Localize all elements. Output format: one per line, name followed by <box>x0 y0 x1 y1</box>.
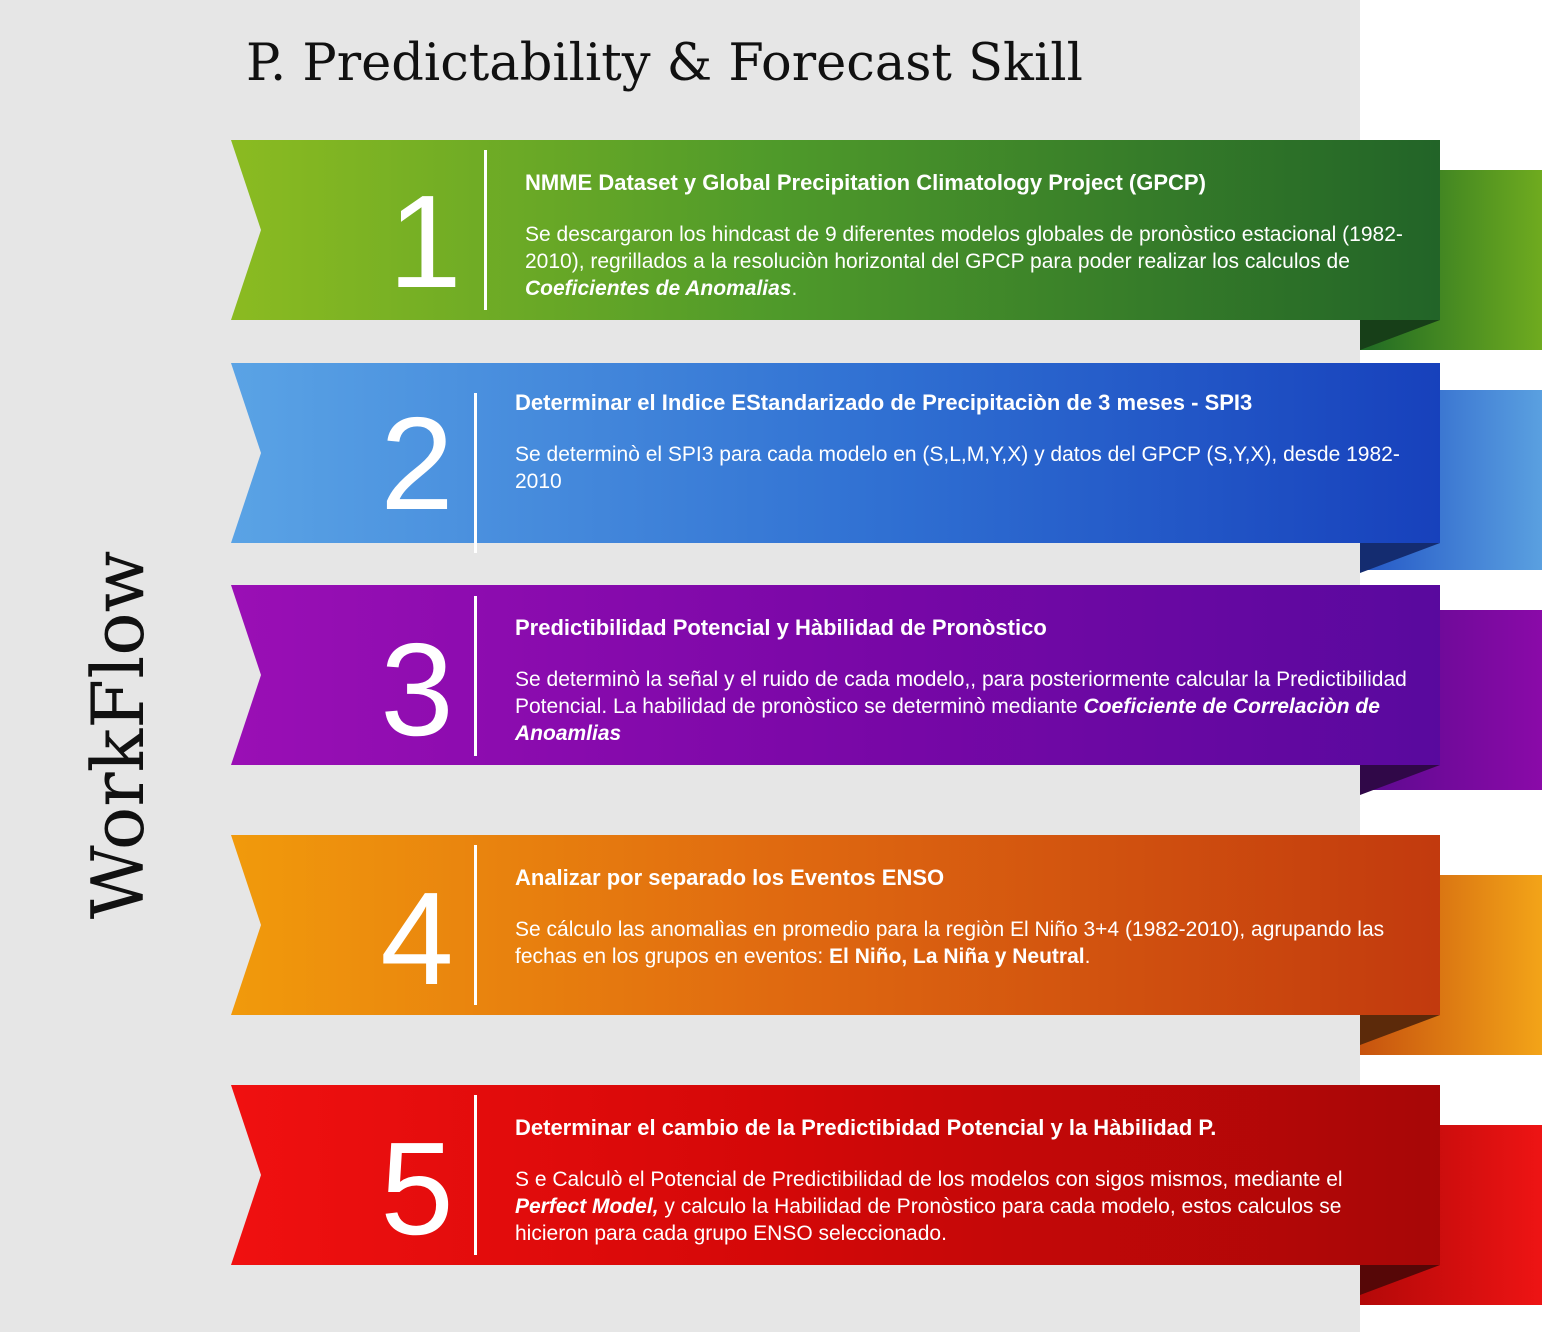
step-description-text-end: . <box>791 277 798 300</box>
step-divider <box>474 845 477 1005</box>
step-description: S e Calculò el Potencial de Predictibili… <box>515 1166 1415 1247</box>
step-number: 3 <box>380 616 454 763</box>
step-description-text-end: . <box>1084 945 1091 968</box>
step-number: 5 <box>380 1115 454 1262</box>
ribbon-band <box>231 835 1440 1015</box>
ribbon-band <box>231 140 1440 320</box>
step-divider <box>474 596 477 756</box>
workflow-side-label: WorkFlow <box>76 550 160 920</box>
step-description-bold: El Niño, La Niña y Neutral <box>829 945 1085 968</box>
step-description: Se cálculo las anomalìas en promedio par… <box>515 916 1415 970</box>
step-description-text: Se cálculo las anomalìas en promedio par… <box>515 918 1385 968</box>
step-number: 4 <box>380 865 454 1012</box>
step-description-emphasis: Coeficiente de Correlaciòn de Anoamlias <box>515 695 1380 745</box>
step-number: 1 <box>388 168 462 315</box>
step-title: Predictibilidad Potencial y Hàbilidad de… <box>515 615 1047 640</box>
step-divider <box>484 150 487 310</box>
step-description-text: S e Calculò el Potencial de Predictibili… <box>515 1168 1343 1191</box>
step-title: Determinar el cambio de la Predictibidad… <box>515 1115 1217 1140</box>
step-title: Determinar el Indice EStandarizado de Pr… <box>515 390 1253 415</box>
step-description-text: Se determinò la señal y el ruido de cada… <box>515 668 1407 718</box>
ribbon-band <box>231 1085 1440 1265</box>
step-divider <box>474 393 477 553</box>
step-description-emphasis: Coeficientes de Anomalias <box>525 277 792 300</box>
step-description: Se descargaron los hindcast de 9 diferen… <box>525 221 1425 302</box>
step-divider <box>474 1095 477 1255</box>
step-description: Se determinò el SPI3 para cada modelo en… <box>515 441 1415 495</box>
page-title: P. Predictability & Forecast Skill <box>246 34 1083 93</box>
step-description-text: Se determinò el SPI3 para cada modelo en… <box>515 443 1400 493</box>
step-description-emphasis: Perfect Model, <box>515 1195 659 1218</box>
step-description-text: Se descargaron los hindcast de 9 diferen… <box>525 223 1403 273</box>
step-title: Analizar por separado los Eventos ENSO <box>515 865 945 890</box>
ribbon-band <box>231 585 1440 765</box>
step-title: NMME Dataset y Global Precipitation Clim… <box>525 170 1206 195</box>
step-description: Se determinò la señal y el ruido de cada… <box>515 666 1415 747</box>
ribbon-band <box>231 363 1440 543</box>
step-description-text-end: y calculo la Habilidad de Pronòstico par… <box>515 1195 1342 1245</box>
step-number: 2 <box>380 390 454 537</box>
